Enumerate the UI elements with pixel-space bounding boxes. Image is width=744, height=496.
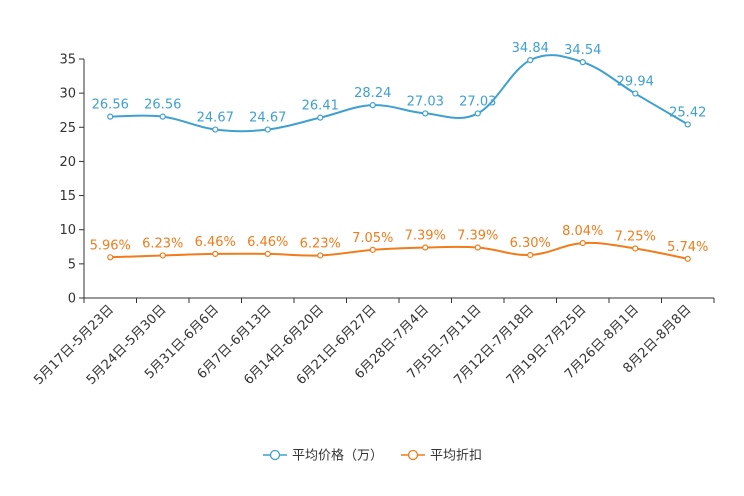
data-point[interactable] [632, 90, 639, 97]
data-label: 7.25% [615, 229, 656, 244]
data-label: 6.23% [142, 236, 183, 251]
data-point[interactable] [159, 252, 166, 259]
legend-label: 平均价格（万） [292, 448, 383, 464]
data-point[interactable] [317, 114, 324, 121]
y-tick-label: 5 [68, 257, 76, 272]
data-labels: 26.56 26.56 24.67 24.67 26.41 28.24 27.03 27.03… [90, 41, 709, 255]
data-point[interactable] [369, 102, 376, 109]
data-label: 8.04% [562, 224, 603, 239]
data-label: 26.41 [302, 99, 339, 114]
data-label: 7.39% [405, 229, 446, 244]
y-tick-label: 15 [59, 189, 76, 204]
x-axis-ticks: 5月17日-5月23日5月24日-5月30日5月31日-6月6日6月7日-6月1… [31, 298, 715, 388]
data-point[interactable] [579, 239, 586, 247]
data-label: 27.03 [459, 94, 496, 109]
data-point[interactable] [422, 110, 429, 117]
series-line-1 [110, 54, 689, 133]
y-tick-label: 30 [59, 87, 76, 102]
data-label: 6.46% [247, 235, 288, 250]
data-label: 28.24 [354, 86, 391, 101]
data-label: 5.74% [667, 240, 708, 255]
data-point[interactable] [422, 244, 429, 251]
data-label: 34.54 [564, 43, 601, 58]
data-point[interactable] [212, 250, 219, 257]
data-label: 29.94 [617, 75, 654, 90]
data-label: 24.67 [197, 111, 234, 126]
y-tick-label: 10 [59, 223, 76, 238]
axes [83, 59, 714, 299]
data-label: 6.46% [195, 235, 236, 250]
legend[interactable]: 平均价格（万） 平均折扣 [263, 448, 482, 464]
data-label: 26.56 [144, 98, 181, 113]
y-tick-label: 0 [68, 292, 76, 307]
data-label: 6.30% [510, 236, 551, 251]
data-point[interactable] [579, 59, 586, 66]
y-tick-label: 35 [59, 53, 76, 68]
y-axis-ticks: 0 5 10 15 20 25 30 35 [59, 53, 84, 307]
series-group [107, 54, 691, 262]
data-point[interactable] [264, 250, 271, 257]
data-label: 7.39% [457, 229, 498, 244]
data-point[interactable] [107, 113, 114, 120]
data-label: 34.84 [512, 41, 549, 56]
data-label: 6.23% [300, 236, 341, 251]
data-label: 27.03 [407, 94, 444, 109]
data-label: 5.96% [90, 238, 131, 253]
legend-marker-icon [407, 449, 419, 461]
data-point[interactable] [369, 246, 376, 253]
data-label: 24.67 [249, 111, 286, 126]
data-point[interactable] [684, 255, 691, 262]
data-point[interactable] [159, 113, 166, 120]
legend-marker-icon [269, 449, 281, 461]
y-tick-label: 25 [59, 121, 76, 136]
data-point[interactable] [474, 244, 481, 251]
data-point[interactable] [107, 254, 114, 261]
data-label: 26.56 [92, 98, 129, 113]
data-point[interactable] [527, 251, 534, 259]
series-line-2 [110, 241, 688, 260]
data-label: 25.42 [669, 105, 706, 120]
y-tick-label: 20 [59, 155, 76, 170]
data-point[interactable] [317, 252, 324, 259]
data-point[interactable] [264, 126, 271, 133]
legend-label: 平均折扣 [430, 449, 482, 464]
data-label: 7.05% [352, 231, 393, 246]
data-point[interactable] [527, 56, 534, 64]
data-point[interactable] [684, 121, 691, 128]
legend-item-2[interactable]: 平均折扣 [401, 449, 482, 464]
legend-item-1[interactable]: 平均价格（万） [263, 448, 383, 464]
data-point[interactable] [212, 126, 219, 133]
data-point[interactable] [632, 245, 639, 252]
data-point[interactable] [474, 110, 481, 117]
